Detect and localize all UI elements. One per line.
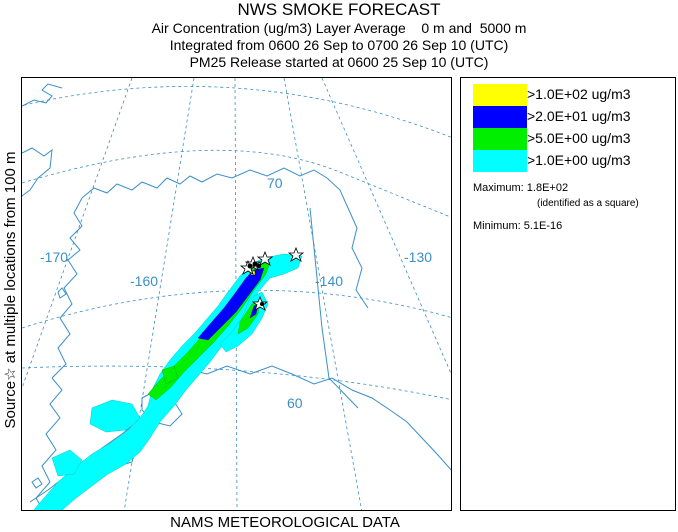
latitude-gridlines [22, 86, 451, 401]
lon-label-140: -140 [315, 273, 343, 289]
lat-label-70: 70 [267, 175, 283, 191]
source-star [256, 250, 274, 266]
lon-label-160: -160 [130, 273, 158, 289]
legend-label: >2.0E+01 ug/m3 [527, 108, 631, 124]
legend-swatch [473, 150, 527, 172]
map-panel: 70 60 -170 -160 -140 -130 [21, 77, 452, 511]
integration-period: Integrated from 0600 26 Sep to 0700 26 S… [169, 37, 509, 53]
legend-item-level-3: >5.0E+00 ug/m3 [473, 128, 673, 150]
release-info: PM25 Release started at 0600 25 Sep 10 (… [189, 54, 489, 70]
lon-label-130: -130 [404, 249, 432, 265]
minimum-value: Minimum: 5.1E-16 [473, 220, 563, 232]
legend-swatch [473, 128, 527, 150]
lat-label-60: 60 [287, 395, 303, 411]
smoke-map: 70 60 -170 -160 -140 -130 [22, 78, 451, 510]
met-data-label: NAMS METEOROLOGICAL DATA [170, 514, 400, 531]
legend-panel: >1.0E+02 ug/m3 >2.0E+01 ug/m3 >5.0E+00 u… [460, 77, 676, 511]
source-side-label: Source☆ at multiple locations from 100 m [0, 70, 20, 510]
maximum-note: (identified as a square) [537, 198, 639, 209]
source-star [251, 295, 269, 311]
source-star [287, 246, 305, 262]
legend-item-level-1: >1.0E+02 ug/m3 [473, 84, 673, 106]
legend-swatch [473, 84, 527, 106]
source-cluster [247, 261, 264, 306]
maximum-value: Maximum: 1.8E+02 [473, 182, 569, 194]
layer-subtitle: Air Concentration (ug/m3) Layer Average … [151, 20, 527, 36]
lon-label-170: -170 [40, 249, 68, 265]
legend-label: >1.0E+00 ug/m3 [527, 152, 631, 168]
legend-label: >5.0E+00 ug/m3 [527, 130, 631, 146]
legend-label: >1.0E+02 ug/m3 [527, 86, 631, 102]
legend-item-level-2: >2.0E+01 ug/m3 [473, 106, 673, 128]
legend-swatch [473, 106, 527, 128]
grid-labels: 70 60 -170 -160 -140 -130 [40, 175, 432, 411]
source-side-text: Source☆ at multiple locations from 100 m [2, 151, 19, 429]
legend-item-level-4: >1.0E+00 ug/m3 [473, 150, 673, 172]
forecast-title: NWS SMOKE FORECAST [237, 0, 441, 19]
